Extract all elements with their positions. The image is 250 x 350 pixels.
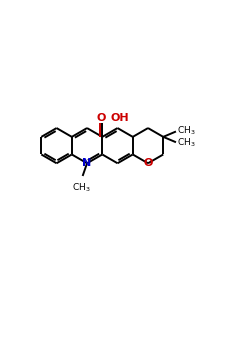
Text: CH$_3$: CH$_3$ xyxy=(178,125,196,137)
Text: O: O xyxy=(143,158,153,168)
Text: OH: OH xyxy=(111,113,129,123)
Text: CH$_3$: CH$_3$ xyxy=(178,136,196,149)
Text: CH$_3$: CH$_3$ xyxy=(72,181,91,194)
Text: N: N xyxy=(82,158,92,168)
Text: O: O xyxy=(96,113,106,123)
